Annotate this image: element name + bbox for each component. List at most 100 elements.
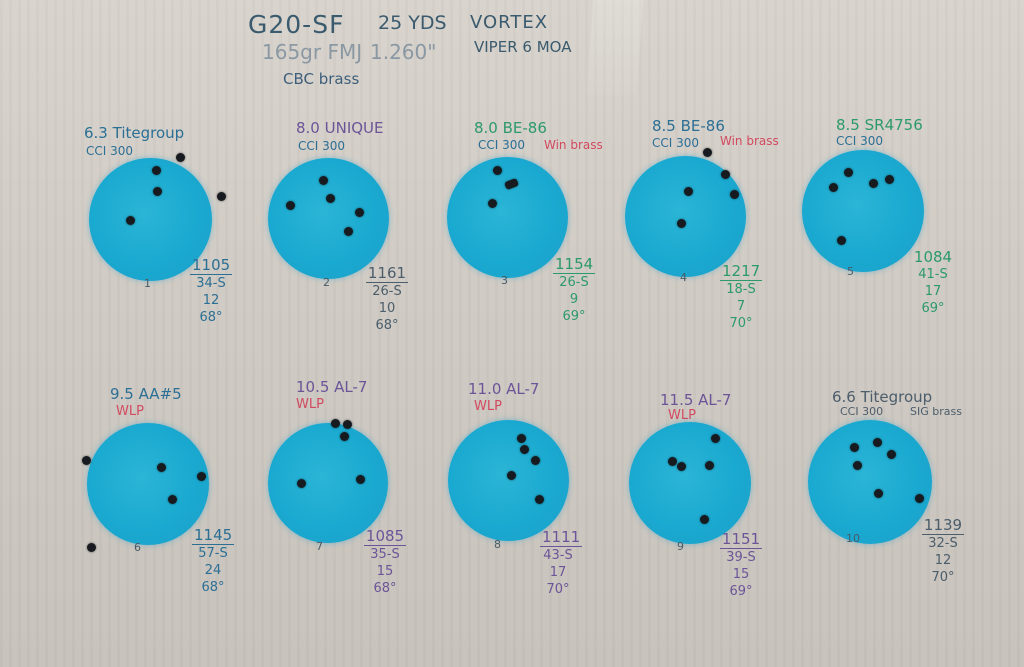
- stats-block: 1139 32-S 12 70°: [921, 516, 965, 586]
- bullet-hole: [874, 489, 883, 498]
- es-value: 41-S: [918, 267, 948, 282]
- bullet-hole: [507, 471, 516, 480]
- primer-label: WLP: [296, 397, 324, 412]
- target-number: 1: [144, 277, 151, 290]
- primer-label: WLP: [474, 399, 502, 414]
- bullet-hole: [297, 479, 306, 488]
- distance-label: 25 YDS: [378, 12, 447, 34]
- load-label: 8.0 UNIQUE: [296, 119, 384, 137]
- optic-model-label: VIPER 6 MOA: [474, 38, 572, 56]
- sd-value: 12: [934, 553, 952, 568]
- sd-value: 12: [202, 293, 220, 308]
- sd-value: 24: [204, 563, 222, 578]
- primer-label: WLP: [668, 408, 696, 423]
- temp-value: 69°: [729, 584, 753, 599]
- bullet-hole: [343, 420, 352, 429]
- bullet-hole: [915, 494, 924, 503]
- stats-block: 1161 26-S 10 68°: [364, 264, 410, 334]
- bullet-hole: [152, 166, 161, 175]
- sd-value: 15: [732, 567, 750, 582]
- target-circle: [447, 157, 568, 278]
- bullet-hole: [326, 194, 335, 203]
- target-circle: [268, 423, 388, 543]
- bullet-hole: [126, 216, 135, 225]
- velocity-value: 1217: [720, 262, 763, 281]
- sd-value: 15: [376, 564, 394, 579]
- bullet-hole: [153, 187, 162, 196]
- target-number: 10: [846, 532, 860, 545]
- brass-label: CBC brass: [283, 70, 360, 88]
- bullet-hole: [176, 153, 185, 162]
- primer-label: CCI 300: [478, 138, 526, 152]
- primer-label: CCI 300: [86, 144, 134, 158]
- bullet-hole: [157, 463, 166, 472]
- bullet-hole: [168, 495, 177, 504]
- sd-value: 7: [736, 299, 746, 314]
- temp-value: 69°: [562, 309, 586, 324]
- target-circle: [87, 423, 209, 545]
- bullet-hole: [703, 148, 712, 157]
- primer-label: CCI 300: [840, 405, 884, 418]
- brass-note: Win brass: [544, 138, 603, 152]
- pistol-title: G20-SF: [248, 10, 345, 39]
- bullet-hole: [684, 187, 693, 196]
- bullet-hole: [197, 472, 206, 481]
- stats-block: 1085 35-S 15 68°: [362, 527, 408, 597]
- target-number: 7: [316, 540, 323, 553]
- optic-brand-label: VORTEX: [470, 12, 549, 33]
- bullet-hole: [517, 434, 526, 443]
- bullet-hole: [721, 170, 730, 179]
- es-value: 26-S: [559, 275, 589, 290]
- bullet-hole: [319, 176, 328, 185]
- bullet-hole: [531, 456, 540, 465]
- bullet-hole: [535, 495, 544, 504]
- target-circle: [802, 150, 924, 272]
- bullet-hole: [355, 208, 364, 217]
- bullet-hole: [711, 434, 720, 443]
- stats-block: 1084 41-S 17 69°: [911, 248, 955, 317]
- es-value: 34-S: [196, 276, 226, 291]
- bullet-hole: [869, 179, 878, 188]
- load-label: 8.5 SR4756: [836, 116, 923, 134]
- es-value: 26-S: [372, 284, 402, 299]
- load-label: 9.5 AA#5: [110, 385, 182, 403]
- bullet-hole: [677, 219, 686, 228]
- bullet-label: 165gr FMJ: [262, 40, 363, 64]
- temp-value: 68°: [375, 318, 399, 333]
- stats-block: 1151 39-S 15 69°: [718, 530, 764, 600]
- bullet-hole: [82, 456, 91, 465]
- bullet-hole: [344, 227, 353, 236]
- stats-block: 1145 57-S 24 68°: [192, 526, 235, 596]
- load-label: 6.3 Titegroup: [84, 124, 185, 142]
- stats-block: 1105 34-S 12 68°: [190, 256, 233, 326]
- es-value: 39-S: [726, 550, 756, 565]
- brass-note: Win brass: [720, 134, 779, 148]
- target-circle: [808, 420, 932, 544]
- bullet-hole: [217, 192, 226, 201]
- target-number: 4: [680, 271, 687, 284]
- velocity-value: 1151: [719, 530, 763, 549]
- velocity-value: 1154: [553, 255, 596, 274]
- target-number: 5: [847, 265, 854, 278]
- temp-value: 70°: [546, 582, 570, 597]
- velocity-value: 1084: [913, 248, 953, 266]
- velocity-value: 1145: [192, 526, 235, 545]
- es-value: 43-S: [543, 548, 573, 563]
- oal-label: 1.260": [370, 40, 437, 64]
- temp-value: 68°: [373, 581, 397, 596]
- bullet-hole: [887, 450, 896, 459]
- bullet-hole: [844, 168, 853, 177]
- velocity-value: 1105: [190, 256, 233, 275]
- velocity-value: 1139: [921, 516, 965, 535]
- bullet-hole: [488, 199, 497, 208]
- sd-value: 17: [924, 284, 942, 299]
- bullet-hole: [837, 236, 846, 245]
- bullet-hole: [286, 201, 295, 210]
- load-label: 8.5 BE-86: [652, 117, 725, 135]
- bullet-hole: [873, 438, 882, 447]
- load-label: 10.5 AL-7: [296, 378, 368, 396]
- temp-value: 69°: [921, 301, 945, 316]
- primer-label: CCI 300: [836, 134, 884, 148]
